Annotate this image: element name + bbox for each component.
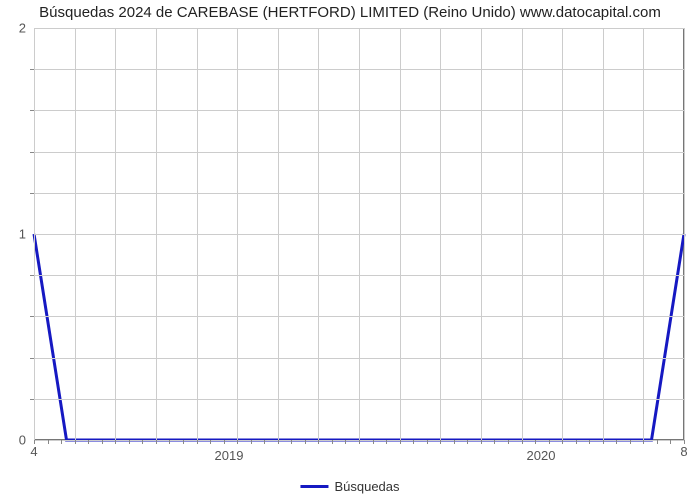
x-minor-tick <box>630 440 631 444</box>
x-minor-tick <box>440 440 441 444</box>
x-minor-tick <box>576 440 577 444</box>
x-minor-tick <box>359 440 360 444</box>
y-minor-tick <box>30 110 34 111</box>
x-tick-label: 2020 <box>527 448 556 463</box>
legend: Búsquedas <box>300 479 399 494</box>
x-minor-tick <box>467 440 468 444</box>
x-minor-tick <box>522 440 523 444</box>
x-minor-tick <box>237 440 238 444</box>
grid-line-v <box>440 28 441 440</box>
x-minor-tick <box>657 440 658 444</box>
x-minor-tick <box>102 440 103 444</box>
x-minor-tick <box>670 440 671 444</box>
y-minor-tick <box>30 69 34 70</box>
y-minor-tick <box>30 152 34 153</box>
x-minor-tick <box>305 440 306 444</box>
x-minor-tick <box>115 440 116 444</box>
grid-line-v <box>197 28 198 440</box>
x-secondary-right: 8 <box>680 444 687 459</box>
x-minor-tick <box>508 440 509 444</box>
x-minor-tick <box>603 440 604 444</box>
x-secondary-left: 4 <box>30 444 37 459</box>
x-minor-tick <box>224 440 225 444</box>
grid-line-v <box>115 28 116 440</box>
x-minor-tick <box>291 440 292 444</box>
grid-line-v <box>318 28 319 440</box>
plot-area: 0122019202048 <box>34 28 684 440</box>
x-minor-tick <box>197 440 198 444</box>
grid-line-v <box>481 28 482 440</box>
x-minor-tick <box>264 440 265 444</box>
x-minor-tick <box>251 440 252 444</box>
grid-line-v <box>359 28 360 440</box>
x-minor-tick <box>48 440 49 444</box>
grid-line-v <box>278 28 279 440</box>
chart-container: Búsquedas 2024 de CAREBASE (HERTFORD) LI… <box>0 0 700 500</box>
x-minor-tick <box>454 440 455 444</box>
x-minor-tick <box>373 440 374 444</box>
x-minor-tick <box>61 440 62 444</box>
x-minor-tick <box>156 440 157 444</box>
grid-line-v <box>156 28 157 440</box>
x-minor-tick <box>481 440 482 444</box>
x-minor-tick <box>169 440 170 444</box>
x-minor-tick <box>400 440 401 444</box>
y-minor-tick <box>30 358 34 359</box>
x-minor-tick <box>129 440 130 444</box>
x-minor-tick <box>318 440 319 444</box>
y-minor-tick <box>30 275 34 276</box>
grid-line-v <box>237 28 238 440</box>
y-minor-tick <box>30 316 34 317</box>
x-minor-tick <box>589 440 590 444</box>
x-minor-tick <box>535 440 536 444</box>
x-minor-tick <box>345 440 346 444</box>
x-minor-tick <box>88 440 89 444</box>
grid-line-v <box>522 28 523 440</box>
x-tick-label: 2019 <box>215 448 244 463</box>
x-minor-tick <box>427 440 428 444</box>
y-tick-label: 0 <box>19 433 26 448</box>
x-minor-tick <box>183 440 184 444</box>
grid-line-v <box>400 28 401 440</box>
y-tick-label: 2 <box>19 21 26 36</box>
grid-line-v <box>643 28 644 440</box>
grid-line-v <box>562 28 563 440</box>
y-minor-tick <box>30 193 34 194</box>
x-minor-tick <box>413 440 414 444</box>
y-minor-tick <box>30 399 34 400</box>
chart-title: Búsquedas 2024 de CAREBASE (HERTFORD) LI… <box>0 4 700 21</box>
grid-line-v <box>603 28 604 440</box>
x-minor-tick <box>332 440 333 444</box>
x-minor-tick <box>616 440 617 444</box>
x-minor-tick <box>386 440 387 444</box>
grid-line-v <box>75 28 76 440</box>
grid-line-v <box>34 28 35 440</box>
legend-swatch <box>300 485 328 488</box>
legend-label: Búsquedas <box>334 479 399 494</box>
x-minor-tick <box>278 440 279 444</box>
x-minor-tick <box>75 440 76 444</box>
x-minor-tick <box>210 440 211 444</box>
x-minor-tick <box>562 440 563 444</box>
x-minor-tick <box>643 440 644 444</box>
grid-line-v <box>684 28 685 440</box>
x-minor-tick <box>494 440 495 444</box>
x-minor-tick <box>142 440 143 444</box>
x-minor-tick <box>549 440 550 444</box>
y-tick-label: 1 <box>19 227 26 242</box>
